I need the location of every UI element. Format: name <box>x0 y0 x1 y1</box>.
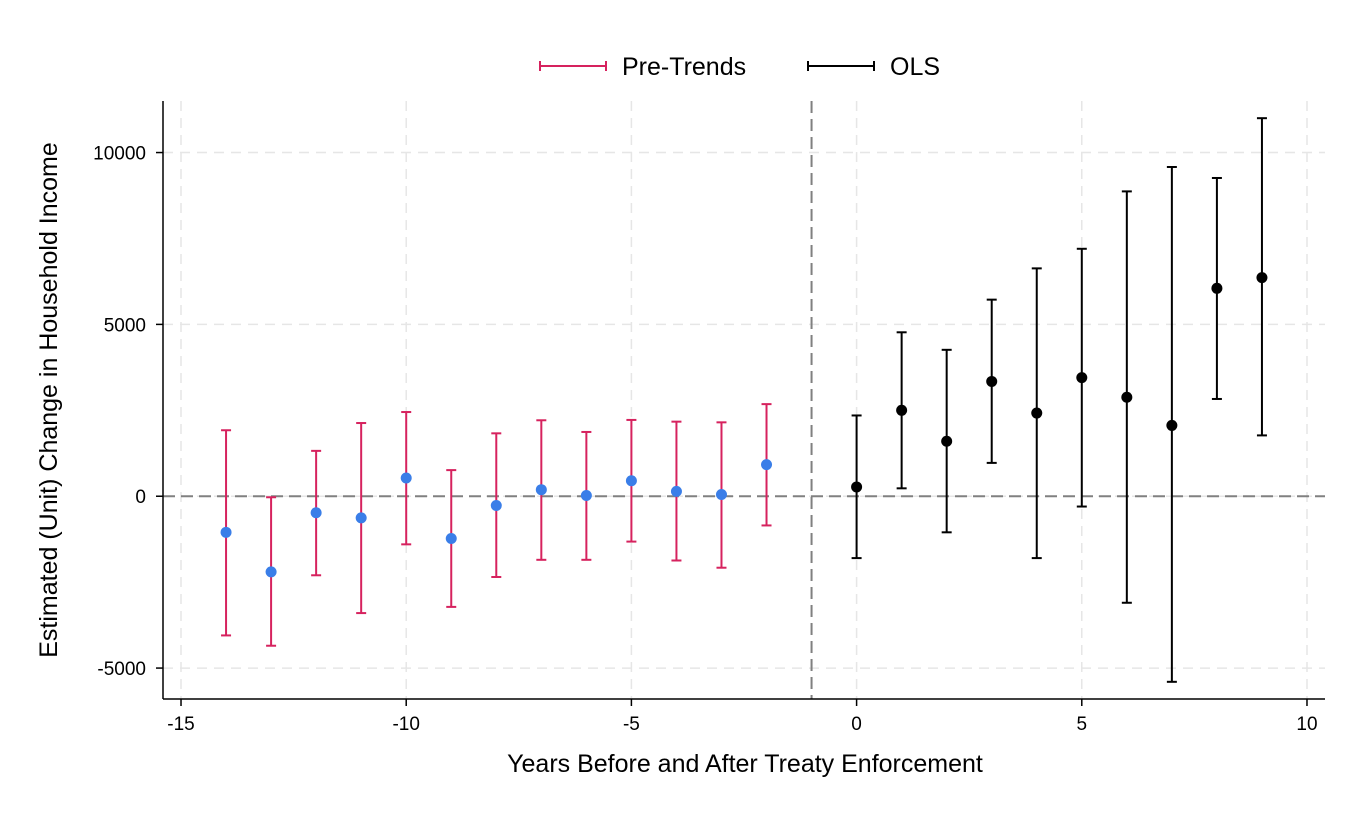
data-point <box>265 566 277 578</box>
data-point <box>670 485 682 497</box>
y-tick-label: 5000 <box>104 315 146 336</box>
legend-label: Pre-Trends <box>622 53 746 81</box>
axes: -15 -10 -5 0 5 10 -5000 0 5000 10000 <box>93 101 1325 735</box>
x-axis-title: Years Before and After Treaty Enforcemen… <box>507 750 983 778</box>
data-point <box>580 490 592 502</box>
legend-item: Pre-Trends <box>539 53 746 81</box>
y-tick-label: -5000 <box>97 659 146 680</box>
data-point <box>941 435 953 447</box>
y-tick-label: 10000 <box>93 144 146 165</box>
data-point <box>761 459 773 471</box>
x-tick-label: 10 <box>1296 714 1317 735</box>
data-point <box>986 375 998 387</box>
data-point <box>1211 282 1223 294</box>
data-point <box>355 512 367 524</box>
data-point <box>445 533 457 545</box>
x-tick-label: -15 <box>167 714 194 735</box>
data-point <box>220 526 232 538</box>
data-point <box>535 484 547 496</box>
x-tick-label: -10 <box>392 714 419 735</box>
data-point <box>1031 407 1043 419</box>
y-tick-label: 0 <box>135 487 146 508</box>
x-tick-label: 0 <box>851 714 862 735</box>
series-pre-trends <box>220 403 773 647</box>
x-tick-label: 5 <box>1077 714 1088 735</box>
data-point <box>1121 391 1133 403</box>
y-axis-title: Estimated (Unit) Change in Household Inc… <box>35 142 63 658</box>
legend: Pre-Trends OLS <box>539 53 940 81</box>
series-ols <box>851 117 1268 683</box>
legend-item: OLS <box>807 53 940 81</box>
grid <box>163 101 1325 699</box>
data-point <box>1256 272 1268 284</box>
data-point <box>851 481 863 493</box>
data-point <box>1166 419 1178 431</box>
data-point <box>715 489 727 501</box>
series <box>220 117 1268 683</box>
legend-label: OLS <box>890 53 940 81</box>
data-point <box>400 472 412 484</box>
data-point <box>625 475 637 487</box>
data-point <box>896 404 908 416</box>
data-point <box>310 507 322 519</box>
x-tick-label: -5 <box>623 714 640 735</box>
data-point <box>490 500 502 512</box>
reference-lines <box>163 101 1325 699</box>
data-point <box>1076 372 1088 384</box>
